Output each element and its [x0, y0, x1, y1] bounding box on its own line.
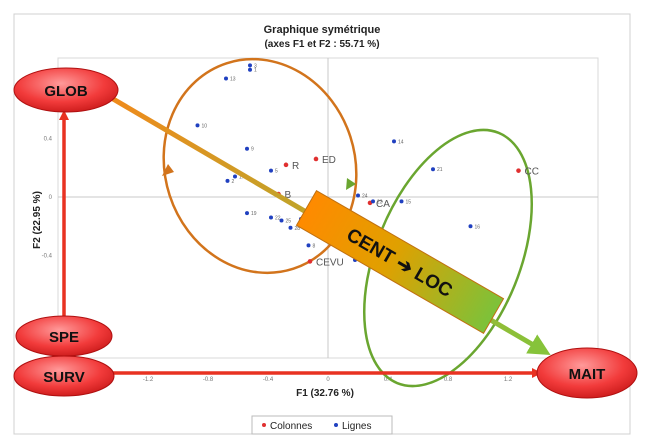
row-label-17: 17	[239, 175, 245, 181]
row-label-19: 19	[251, 211, 257, 217]
row-point-10	[195, 123, 200, 128]
row-label-22: 22	[275, 216, 281, 222]
legend-box	[251, 415, 393, 435]
row-point-22	[269, 215, 273, 220]
row-point-25	[279, 218, 284, 223]
row-point-15	[399, 199, 404, 204]
row-label-28: 28	[295, 226, 301, 232]
column-point-CC	[516, 168, 521, 173]
column-label-CEVU: CEVU	[316, 257, 344, 268]
row-label-2: 2	[232, 179, 235, 185]
y-tick-label: 0	[49, 195, 53, 201]
row-label-3: 3	[254, 63, 257, 69]
row-label-23: 23	[377, 199, 383, 205]
row-point-17	[233, 174, 237, 179]
chart-subtitle: (axes F1 et F2 : 55.71 %)	[264, 39, 379, 50]
column-label-ED: ED	[322, 155, 336, 166]
x-tick-label: -0.8	[203, 377, 214, 383]
row-label-9: 9	[251, 147, 254, 153]
row-point-3	[248, 63, 252, 68]
mait-bubble: MAIT	[536, 347, 638, 399]
row-point-19	[245, 211, 249, 216]
row-label-21: 21	[437, 167, 443, 173]
spe-bubble: SPE	[15, 315, 113, 357]
row-point-5	[269, 168, 273, 173]
row-point-8	[306, 243, 311, 248]
row-point-23	[371, 199, 375, 204]
row-point-13	[224, 76, 228, 81]
legend-marker-lignes	[334, 423, 338, 427]
column-label-CC: CC	[525, 167, 539, 178]
column-point-R	[283, 162, 289, 168]
y-tick-label: -0.4	[42, 254, 53, 260]
mait-label: MAIT	[569, 366, 606, 383]
row-label-13: 13	[230, 76, 236, 82]
x-tick-label: -1.2	[143, 377, 154, 383]
column-label-B: B	[285, 190, 292, 201]
row-point-28	[288, 225, 293, 230]
legend-colonnes: Colonnes	[270, 421, 312, 432]
row-label-1: 1	[254, 68, 257, 74]
y-axis-label: F2 (22.95 %)	[32, 191, 43, 249]
row-label-25: 25	[286, 218, 292, 224]
legend: Colonnes Lignes	[251, 415, 393, 435]
x-tick-label: 0.8	[444, 377, 453, 383]
x-tick-label: 0	[326, 377, 330, 383]
y-tick-label: 0.4	[44, 136, 53, 142]
row-label-8: 8	[313, 243, 316, 249]
row-point-16	[468, 224, 473, 229]
green-ellipse-arrow	[346, 178, 356, 190]
row-label-15: 15	[406, 199, 412, 205]
row-point-2	[225, 178, 230, 183]
row-point-1	[248, 67, 252, 72]
x-tick-label: 1.2	[504, 377, 513, 383]
surv-bubble: SURV	[13, 355, 115, 397]
column-point-CEVU	[307, 259, 313, 264]
row-label-14: 14	[398, 139, 404, 145]
spe-label: SPE	[49, 329, 79, 346]
row-point-24	[356, 193, 360, 198]
row-point-21	[431, 167, 435, 172]
row-point-9	[245, 146, 249, 151]
x-axis-label: F1 (32.76 %)	[296, 388, 354, 399]
x-tick-label: -0.4	[263, 377, 274, 383]
x-tick-label: 0.4	[384, 377, 393, 383]
chart-title: Graphique symétrique	[264, 24, 381, 36]
row-point-14	[392, 139, 396, 144]
orange-ellipse	[162, 57, 358, 275]
column-label-CA: CA	[376, 199, 390, 210]
surv-label: SURV	[43, 369, 84, 386]
row-label-5: 5	[275, 169, 278, 175]
row-label-16: 16	[475, 224, 481, 230]
column-label-R: R	[292, 161, 299, 172]
glob-bubble: GLOB	[13, 67, 119, 113]
row-label-24: 24	[362, 194, 368, 200]
column-point-ED	[313, 156, 319, 162]
row-label-10: 10	[202, 123, 208, 129]
glob-label: GLOB	[44, 83, 87, 100]
orange-ellipse-arrow	[162, 164, 174, 176]
legend-lignes: Lignes	[342, 421, 371, 432]
legend-marker-colonnes	[262, 423, 266, 427]
